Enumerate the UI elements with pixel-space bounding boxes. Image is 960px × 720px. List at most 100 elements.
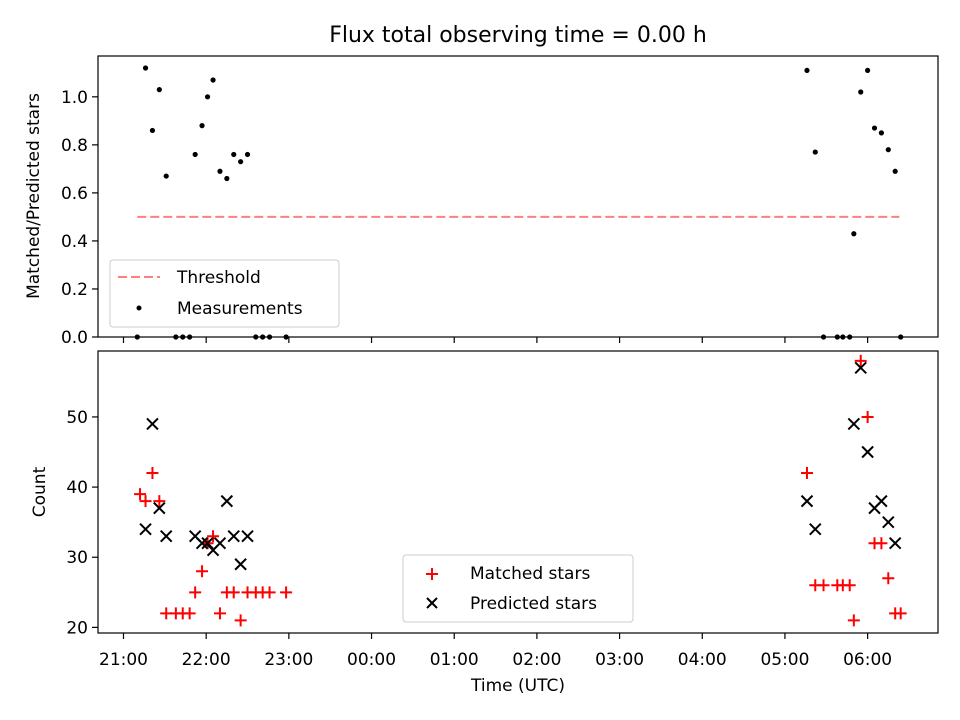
predicted-star-point: [234, 558, 247, 571]
legend-predicted-swatch: [426, 597, 438, 609]
ratio-y-ticks: 0.0 0.2 0.4 0.6 0.8 1.0: [61, 88, 98, 348]
predicted-star-point: [809, 522, 822, 536]
count-x-tick-label: 22:00: [182, 650, 231, 670]
count-legend-box: [402, 554, 634, 623]
predicted-star-point: [875, 494, 888, 508]
count-x-axis-label: Time (UTC): [470, 676, 565, 696]
matched-star-point: [153, 495, 166, 508]
predicted-star-point: [146, 417, 159, 431]
measurement-points: [134, 65, 904, 340]
matched-star-point: [207, 530, 220, 543]
ratio-y-tick-label: 0.4: [61, 232, 88, 252]
predicted-star-point: [888, 537, 902, 550]
predicted-stars-points: [139, 361, 902, 571]
matched-stars-points: [134, 354, 907, 627]
count-legend: Matched stars Predicted stars: [402, 554, 634, 623]
count-x-tick-label: 23:00: [264, 650, 313, 670]
predicted-star-point: [861, 445, 874, 459]
measurement-point: [847, 334, 853, 340]
count-x-tick-label: 04:00: [678, 650, 727, 670]
measurement-point: [804, 67, 810, 74]
count-x-tick-label: 06:00: [843, 650, 892, 670]
measurement-point: [187, 334, 193, 340]
predicted-star-point: [847, 417, 861, 431]
measurement-point: [834, 334, 840, 340]
measurement-point: [253, 334, 259, 340]
measurement-point: [142, 65, 149, 71]
measurement-point: [210, 77, 216, 83]
legend-measurements-label: Measurements: [177, 299, 303, 319]
legend-matched-swatch: [426, 568, 438, 580]
count-y-axis-label: Count: [30, 466, 50, 517]
ratio-legend-box: [109, 259, 340, 328]
matched-star-point: [134, 488, 147, 501]
count-x-tick-label: 05:00: [760, 650, 809, 670]
count-y-tick-label: 40: [66, 478, 88, 498]
matched-star-point: [139, 495, 152, 508]
measurement-point: [812, 149, 818, 155]
legend-predicted-label: Predicted stars: [470, 594, 597, 614]
count-y-ticks: 20 30 40 50: [66, 408, 98, 638]
measurement-point: [878, 130, 885, 136]
measurement-point: [898, 334, 904, 340]
predicted-star-point: [195, 537, 209, 550]
matched-star-point: [854, 354, 867, 367]
ratio-x-ticks: [122, 337, 869, 343]
ratio-panel: Matched/Predicted stars 0.0 0.2 0.4 0.6 0.8 1…: [24, 55, 939, 348]
count-x-tick-label: 00:00: [347, 650, 396, 670]
matched-star-point: [861, 410, 874, 423]
count-y-tick-label: 50: [66, 408, 88, 428]
count-panel-frame: [97, 350, 939, 634]
matched-star-point: [817, 579, 830, 592]
measurement-point: [244, 151, 251, 158]
matched-star-point: [875, 537, 888, 550]
matched-star-point: [843, 579, 856, 592]
matched-star-point: [882, 572, 895, 585]
matched-star-point: [280, 586, 293, 599]
measurement-point: [156, 87, 162, 93]
measurement-point: [149, 127, 156, 134]
matched-star-point: [227, 586, 240, 599]
predicted-star-point: [213, 537, 227, 550]
measurement-point: [283, 334, 289, 340]
measurement-point: [173, 334, 179, 340]
matched-star-point: [894, 607, 907, 620]
ratio-y-axis-label: Matched/Predicted stars: [24, 93, 44, 299]
predicted-star-point: [882, 515, 895, 529]
matched-star-point: [189, 586, 202, 599]
predicted-star-point: [220, 494, 234, 508]
matched-star-point: [146, 467, 159, 480]
measurement-point: [865, 67, 871, 74]
matched-star-point: [183, 607, 196, 620]
measurement-point: [192, 151, 198, 158]
measurement-point: [224, 175, 230, 182]
matched-star-point: [847, 614, 860, 627]
predicted-star-point: [153, 501, 166, 515]
measurement-point: [238, 159, 244, 165]
ratio-legend: Threshold Measurements: [109, 259, 340, 328]
matched-star-point: [213, 607, 226, 620]
ratio-y-tick-label: 0.8: [61, 136, 88, 156]
predicted-star-point: [241, 529, 254, 543]
measurement-point: [820, 334, 827, 340]
measurement-point: [204, 94, 211, 100]
measurement-point: [231, 151, 237, 158]
measurement-point: [260, 334, 266, 340]
ratio-y-tick-label: 0.6: [61, 184, 88, 204]
measurement-point: [217, 168, 223, 174]
predicted-star-point: [201, 537, 214, 550]
matched-star-point: [196, 565, 209, 578]
legend-threshold-label: Threshold: [176, 268, 261, 288]
count-panel: Count Time (UTC) 20 30 40 50 21:00 22:00 23:0…: [30, 350, 939, 696]
predicted-star-point: [800, 494, 814, 508]
measurement-point: [892, 168, 898, 174]
legend-measurements-swatch: [136, 305, 142, 311]
measurement-point: [851, 231, 857, 237]
ratio-y-tick-label: 1.0: [61, 88, 88, 108]
count-x-tick-label: 01:00: [430, 650, 479, 670]
count-x-tick-label: 21:00: [99, 650, 148, 670]
measurement-point: [134, 334, 140, 340]
matched-star-point: [800, 467, 813, 480]
measurement-point: [871, 125, 878, 131]
chart-title: Flux total observing time = 0.00 h: [329, 23, 707, 48]
